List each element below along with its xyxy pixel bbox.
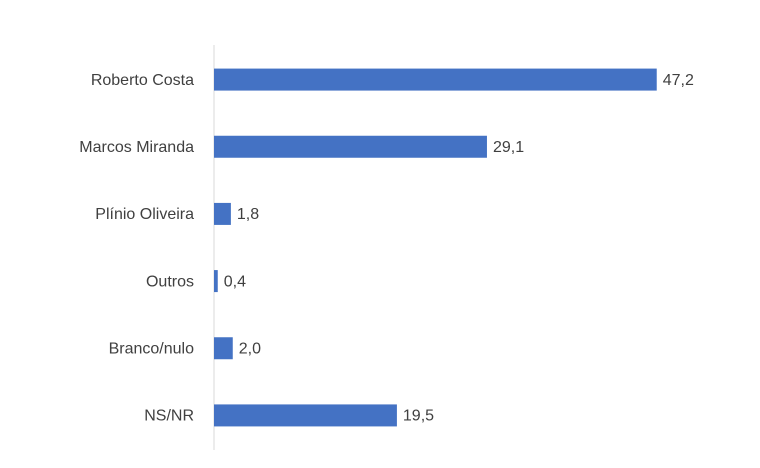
y-tick-label: NS/NR [144,408,194,425]
value-label: 2,0 [239,340,261,357]
bar [214,404,397,427]
value-label: 1,8 [237,206,259,223]
value-label: 29,1 [493,139,524,156]
value-label: 19,5 [403,408,434,425]
bar [214,337,233,360]
value-label: 47,2 [663,72,694,89]
bar [214,270,218,293]
y-tick-label: Plínio Oliveira [95,206,194,223]
y-tick-label: Marcos Miranda [79,139,194,156]
bar [214,135,487,158]
value-label: 0,4 [224,273,246,290]
y-tick-label: Outros [146,273,194,290]
y-tick-label: Branco/nulo [109,340,194,357]
bar [214,202,231,225]
y-tick-label: Roberto Costa [91,72,194,89]
bar [214,68,657,91]
